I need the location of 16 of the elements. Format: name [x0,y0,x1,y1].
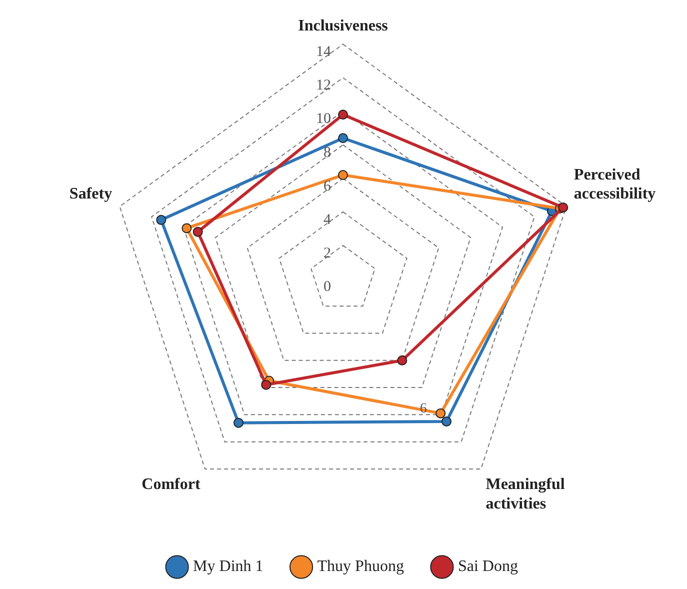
spoke-label: Safety [69,186,112,203]
spoke-label: Perceived accessibility [574,166,656,203]
spoke-label: Comfort [142,476,201,494]
spoke-label: Meaningful activities [486,476,566,512]
y-tick-label: 2 [324,245,331,262]
legend-label: My Dinh 1 [193,558,264,576]
y-tick-label: 10 [316,111,331,128]
y-tick-label: 12 [316,78,331,94]
y-tick-label: 6 [324,178,332,194]
spoke-label: Inclusiveness [298,18,388,35]
y-tick-label: 14 [316,44,332,60]
y-tick-label: 8 [324,144,331,161]
legend-label: Sai Dong [458,558,518,576]
y-tick-label: 4 [324,212,332,228]
y-tick-label: 0 [324,278,331,295]
legend-label: Thuy Phuong [317,558,404,576]
